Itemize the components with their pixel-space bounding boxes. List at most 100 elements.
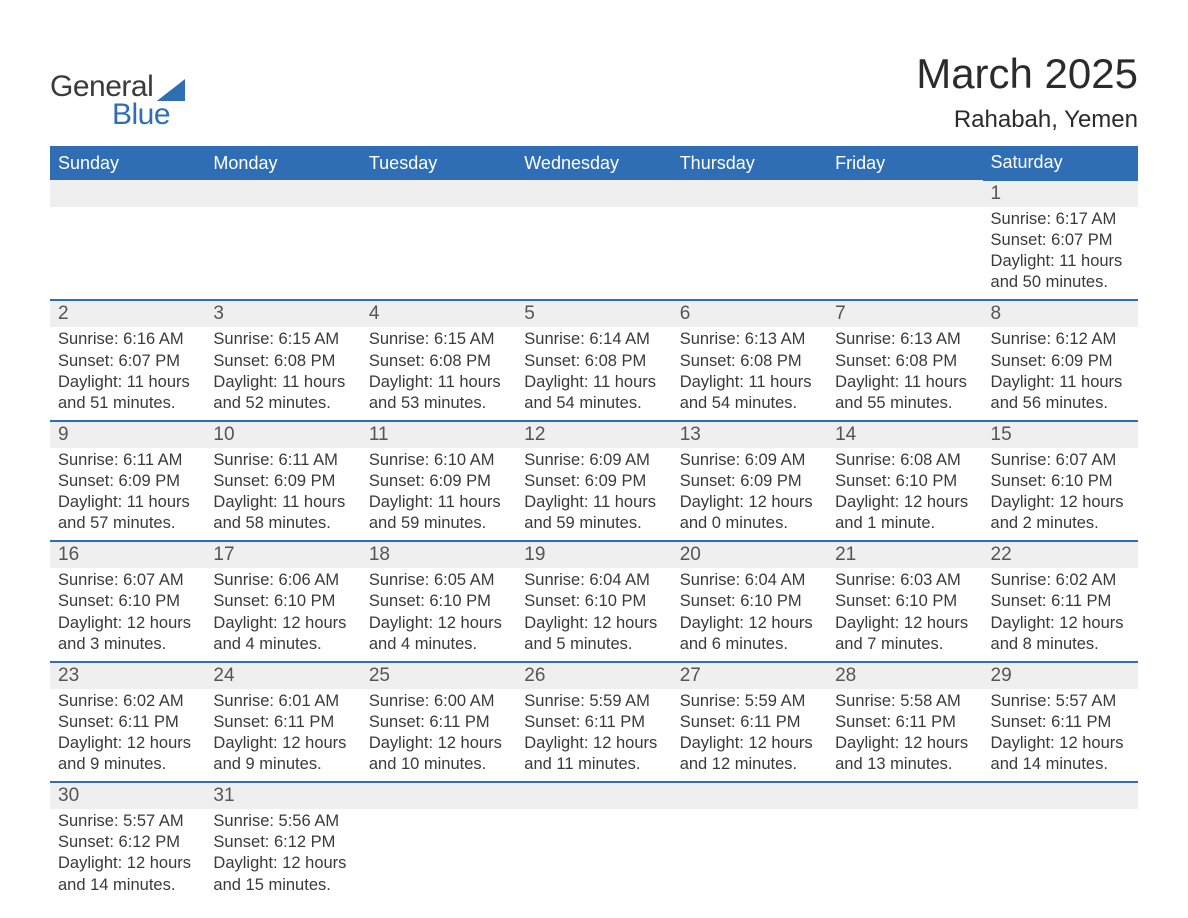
sunrise-line: Sunrise: 6:09 AM xyxy=(680,450,819,471)
title-block: March 2025 Rahabah, Yemen xyxy=(916,50,1138,134)
day-detail-cell xyxy=(361,809,516,901)
day-detail-cell: Sunrise: 6:04 AMSunset: 6:10 PMDaylight:… xyxy=(516,568,671,661)
daylight-line-2: and 53 minutes. xyxy=(369,393,508,414)
daynum-row: 3031 xyxy=(50,782,1138,809)
day-detail-cell xyxy=(672,207,827,300)
sunset-line: Sunset: 6:09 PM xyxy=(680,471,819,492)
weekday-header-row: Sunday Monday Tuesday Wednesday Thursday… xyxy=(50,146,1138,180)
day-detail-cell xyxy=(205,207,360,300)
day-number-cell xyxy=(672,782,827,809)
daylight-line: Daylight: 12 hours xyxy=(524,613,663,634)
sunrise-line: Sunrise: 6:14 AM xyxy=(524,329,663,350)
sunset-line: Sunset: 6:11 PM xyxy=(680,712,819,733)
day-number-cell: 22 xyxy=(983,541,1138,568)
day-number-cell: 7 xyxy=(827,300,982,327)
day-detail-cell xyxy=(50,207,205,300)
daylight-line: Daylight: 12 hours xyxy=(835,492,974,513)
daylight-line: Daylight: 12 hours xyxy=(835,613,974,634)
daylight-line: Daylight: 12 hours xyxy=(369,613,508,634)
daylight-line-2: and 6 minutes. xyxy=(680,634,819,655)
sunset-line: Sunset: 6:12 PM xyxy=(58,832,197,853)
daylight-line: Daylight: 12 hours xyxy=(991,492,1130,513)
day-detail-cell: Sunrise: 6:15 AMSunset: 6:08 PMDaylight:… xyxy=(205,327,360,420)
day-number-cell: 16 xyxy=(50,541,205,568)
daylight-line: Daylight: 12 hours xyxy=(524,733,663,754)
day-number-cell xyxy=(516,180,671,207)
day-number-cell xyxy=(50,180,205,207)
day-detail-cell xyxy=(516,207,671,300)
day-detail-cell: Sunrise: 6:09 AMSunset: 6:09 PMDaylight:… xyxy=(672,448,827,541)
day-detail-cell: Sunrise: 6:14 AMSunset: 6:08 PMDaylight:… xyxy=(516,327,671,420)
weekday-header: Saturday xyxy=(983,146,1138,180)
sunrise-line: Sunrise: 6:16 AM xyxy=(58,329,197,350)
day-number-cell: 27 xyxy=(672,662,827,689)
day-number-cell xyxy=(516,782,671,809)
sunrise-line: Sunrise: 6:06 AM xyxy=(213,570,352,591)
day-detail-cell: Sunrise: 6:17 AMSunset: 6:07 PMDaylight:… xyxy=(983,207,1138,300)
daylight-line-2: and 57 minutes. xyxy=(58,513,197,534)
day-detail-cell: Sunrise: 6:04 AMSunset: 6:10 PMDaylight:… xyxy=(672,568,827,661)
sunset-line: Sunset: 6:10 PM xyxy=(524,591,663,612)
sunrise-line: Sunrise: 6:07 AM xyxy=(58,570,197,591)
sunset-line: Sunset: 6:08 PM xyxy=(835,351,974,372)
daylight-line: Daylight: 12 hours xyxy=(213,853,352,874)
day-number-cell xyxy=(827,782,982,809)
sunset-line: Sunset: 6:09 PM xyxy=(213,471,352,492)
brand-logo: General Blue xyxy=(50,70,185,132)
daynum-row: 1 xyxy=(50,180,1138,207)
sunrise-line: Sunrise: 6:07 AM xyxy=(991,450,1130,471)
daylight-line-2: and 14 minutes. xyxy=(58,875,197,896)
daylight-line: Daylight: 12 hours xyxy=(213,613,352,634)
sunset-line: Sunset: 6:11 PM xyxy=(835,712,974,733)
day-number-cell: 12 xyxy=(516,421,671,448)
day-detail-cell: Sunrise: 6:02 AMSunset: 6:11 PMDaylight:… xyxy=(50,689,205,782)
day-number-cell xyxy=(827,180,982,207)
daylight-line: Daylight: 11 hours xyxy=(369,372,508,393)
sunset-line: Sunset: 6:10 PM xyxy=(680,591,819,612)
day-detail-cell: Sunrise: 6:11 AMSunset: 6:09 PMDaylight:… xyxy=(50,448,205,541)
sunrise-line: Sunrise: 6:12 AM xyxy=(991,329,1130,350)
sunrise-line: Sunrise: 6:15 AM xyxy=(369,329,508,350)
daylight-line: Daylight: 12 hours xyxy=(58,613,197,634)
daylight-line: Daylight: 12 hours xyxy=(369,733,508,754)
daynum-row: 16171819202122 xyxy=(50,541,1138,568)
detail-row: Sunrise: 6:02 AMSunset: 6:11 PMDaylight:… xyxy=(50,689,1138,782)
daylight-line-2: and 13 minutes. xyxy=(835,754,974,775)
daynum-row: 23242526272829 xyxy=(50,662,1138,689)
daylight-line-2: and 11 minutes. xyxy=(524,754,663,775)
daylight-line: Daylight: 12 hours xyxy=(680,733,819,754)
sunrise-line: Sunrise: 6:15 AM xyxy=(213,329,352,350)
daylight-line-2: and 59 minutes. xyxy=(524,513,663,534)
day-number-cell xyxy=(205,180,360,207)
daylight-line: Daylight: 11 hours xyxy=(991,372,1130,393)
day-detail-cell: Sunrise: 5:57 AMSunset: 6:12 PMDaylight:… xyxy=(50,809,205,901)
day-detail-cell: Sunrise: 6:15 AMSunset: 6:08 PMDaylight:… xyxy=(361,327,516,420)
sunrise-line: Sunrise: 5:58 AM xyxy=(835,691,974,712)
header: General Blue March 2025 Rahabah, Yemen xyxy=(50,50,1138,134)
weekday-header: Wednesday xyxy=(516,146,671,180)
day-number-cell: 28 xyxy=(827,662,982,689)
day-number-cell: 1 xyxy=(983,180,1138,207)
sunrise-line: Sunrise: 6:13 AM xyxy=(835,329,974,350)
day-number-cell: 23 xyxy=(50,662,205,689)
daylight-line-2: and 52 minutes. xyxy=(213,393,352,414)
sunrise-line: Sunrise: 6:08 AM xyxy=(835,450,974,471)
detail-row: Sunrise: 6:17 AMSunset: 6:07 PMDaylight:… xyxy=(50,207,1138,300)
sunset-line: Sunset: 6:10 PM xyxy=(835,591,974,612)
daylight-line: Daylight: 12 hours xyxy=(213,733,352,754)
detail-row: Sunrise: 5:57 AMSunset: 6:12 PMDaylight:… xyxy=(50,809,1138,901)
day-number-cell: 21 xyxy=(827,541,982,568)
day-number-cell: 2 xyxy=(50,300,205,327)
calendar-table: Sunday Monday Tuesday Wednesday Thursday… xyxy=(50,146,1138,902)
day-number-cell: 5 xyxy=(516,300,671,327)
weekday-header: Thursday xyxy=(672,146,827,180)
sunset-line: Sunset: 6:08 PM xyxy=(213,351,352,372)
sunset-line: Sunset: 6:10 PM xyxy=(991,471,1130,492)
daylight-line-2: and 54 minutes. xyxy=(680,393,819,414)
day-detail-cell: Sunrise: 5:58 AMSunset: 6:11 PMDaylight:… xyxy=(827,689,982,782)
daylight-line-2: and 5 minutes. xyxy=(524,634,663,655)
day-number-cell: 19 xyxy=(516,541,671,568)
day-number-cell: 20 xyxy=(672,541,827,568)
daylight-line-2: and 50 minutes. xyxy=(991,272,1130,293)
daylight-line: Daylight: 12 hours xyxy=(58,733,197,754)
